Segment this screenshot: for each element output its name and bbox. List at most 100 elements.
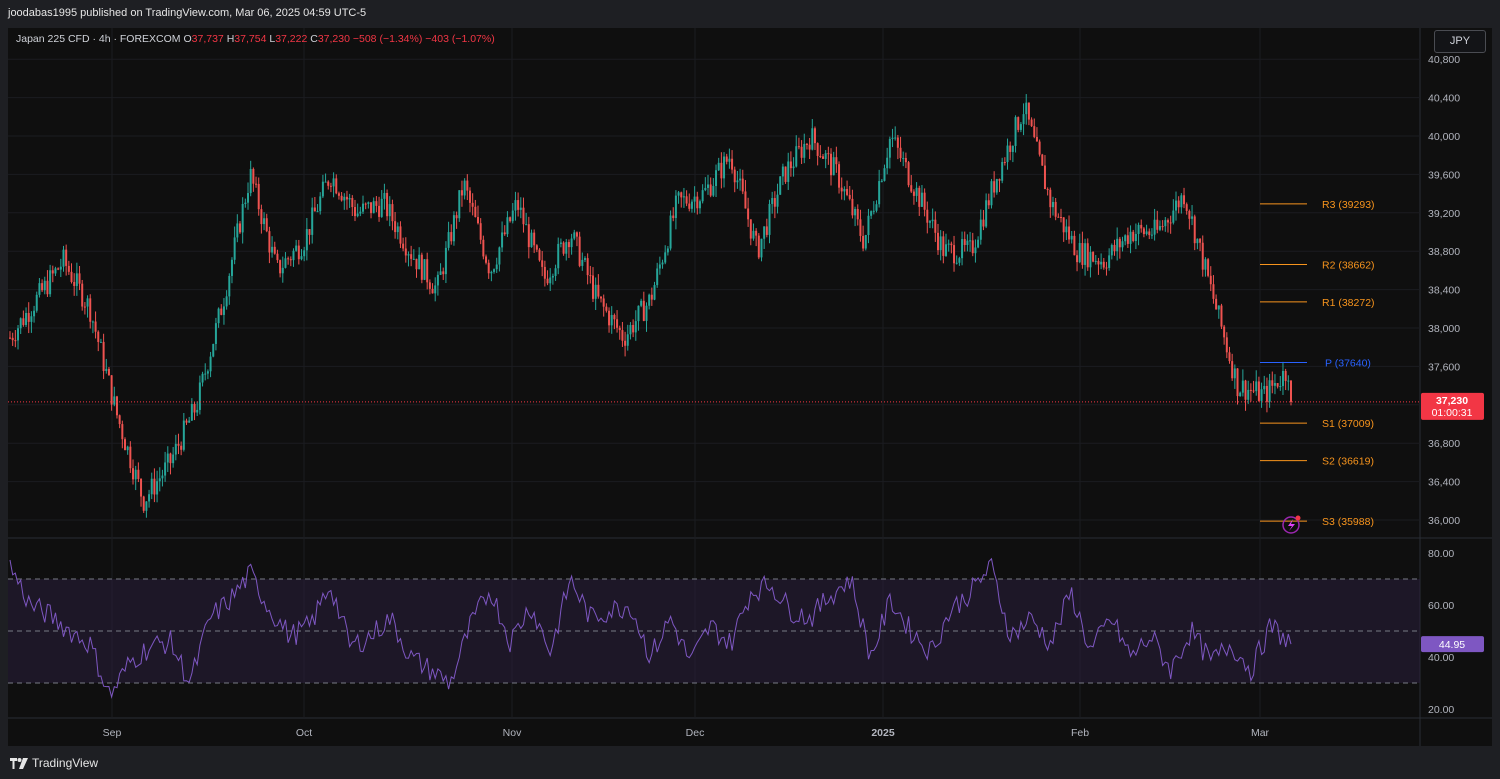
- candle-body: [728, 158, 731, 162]
- candle-body: [188, 420, 191, 423]
- candle-body: [1273, 383, 1276, 386]
- chart-frame[interactable]: 36,00036,40036,80037,20037,60038,00038,4…: [8, 28, 1492, 746]
- candle-body: [1113, 244, 1116, 252]
- candle-body: [300, 256, 303, 260]
- candle-body: [426, 259, 429, 283]
- candle-body: [468, 190, 471, 203]
- candle-body: [918, 187, 921, 207]
- candle-body: [586, 258, 589, 276]
- candle-body: [479, 223, 482, 240]
- candle-body: [1086, 243, 1089, 268]
- candle-body: [701, 190, 704, 202]
- candle-body: [741, 178, 744, 192]
- candle-body: [744, 191, 747, 209]
- low-label: L: [269, 33, 276, 45]
- candle-body: [1126, 235, 1129, 244]
- price-tick-label: 38,400: [1428, 285, 1460, 297]
- candle-body: [605, 306, 608, 311]
- candle-body: [835, 157, 838, 165]
- time-tick-label: Nov: [503, 727, 522, 739]
- candle-body: [811, 128, 814, 150]
- candle-body: [174, 443, 177, 455]
- candle-body: [1196, 238, 1199, 244]
- candle-body: [158, 478, 161, 482]
- candle-body: [271, 246, 274, 253]
- candle-body: [1156, 219, 1159, 230]
- candle-body: [164, 462, 167, 476]
- candle-body: [616, 319, 619, 328]
- candle-body: [1035, 136, 1038, 142]
- rsi-tick-label: 20.00: [1428, 704, 1454, 716]
- candle-body: [779, 176, 782, 195]
- candle-body: [862, 235, 865, 249]
- candle-body: [391, 204, 394, 222]
- candle-body: [533, 232, 536, 246]
- candle-body: [156, 481, 159, 495]
- candle-body: [30, 316, 33, 322]
- candle-body: [567, 242, 570, 248]
- candle-body: [511, 210, 514, 222]
- candle-body: [1290, 380, 1292, 402]
- candle-body: [1252, 390, 1255, 392]
- candle-body: [832, 157, 835, 176]
- candle-body: [795, 146, 798, 167]
- candle-body: [1207, 259, 1210, 276]
- candle-body: [522, 207, 525, 225]
- candle-body: [498, 247, 501, 265]
- candle-body: [723, 156, 726, 179]
- candle-body: [1217, 305, 1220, 310]
- candle-body: [1263, 385, 1266, 390]
- candle-body: [1148, 231, 1151, 236]
- candle-body: [982, 219, 985, 227]
- candle-body: [637, 305, 640, 322]
- candle-body: [110, 375, 113, 405]
- close-value: 37,230: [317, 33, 350, 45]
- price-tick-label: 40,800: [1428, 54, 1460, 66]
- candle-body: [530, 232, 533, 248]
- candle-body: [59, 266, 62, 270]
- candle-body: [1201, 242, 1204, 270]
- candle-body: [327, 181, 330, 186]
- candle-body: [589, 275, 592, 277]
- candle-body: [864, 234, 867, 249]
- candle-body: [1142, 228, 1145, 235]
- candle-body: [688, 203, 691, 209]
- candle-body: [549, 277, 552, 284]
- candle-body: [621, 330, 624, 341]
- candle-body: [525, 224, 528, 226]
- candle-body: [1140, 224, 1143, 229]
- candle-body: [953, 245, 956, 264]
- candle-body: [763, 226, 766, 239]
- candle-body: [166, 453, 169, 463]
- candle-body: [142, 496, 145, 511]
- candle-body: [198, 382, 201, 410]
- candle-body: [880, 180, 883, 182]
- candle-body: [1062, 217, 1065, 233]
- candle-body: [974, 247, 977, 254]
- tradingview-logo[interactable]: TradingView: [10, 756, 98, 770]
- candle-body: [915, 187, 918, 196]
- candle-body: [436, 274, 439, 286]
- candle-body: [886, 157, 889, 169]
- candle-body: [698, 201, 701, 209]
- candle-body: [613, 314, 616, 320]
- candle-body: [950, 243, 953, 246]
- candle-body: [883, 168, 886, 181]
- candle-body: [1116, 238, 1119, 252]
- chart-canvas[interactable]: 36,00036,40036,80037,20037,60038,00038,4…: [8, 28, 1492, 746]
- candle-body: [279, 260, 282, 274]
- candle-body: [487, 262, 490, 274]
- rsi-tick-label: 80.00: [1428, 548, 1454, 560]
- candle-body: [712, 186, 715, 196]
- candle-body: [1265, 385, 1268, 402]
- candle-body: [404, 248, 407, 256]
- candle-body: [292, 250, 295, 261]
- currency-button[interactable]: JPY: [1434, 30, 1486, 53]
- candle-body: [503, 232, 506, 235]
- candle-body: [816, 143, 819, 156]
- candle-body: [311, 207, 314, 235]
- candle-body: [1118, 238, 1121, 248]
- open-value: 37,737: [191, 33, 224, 45]
- candle-body: [19, 318, 22, 329]
- price-tick-label: 36,800: [1428, 438, 1460, 450]
